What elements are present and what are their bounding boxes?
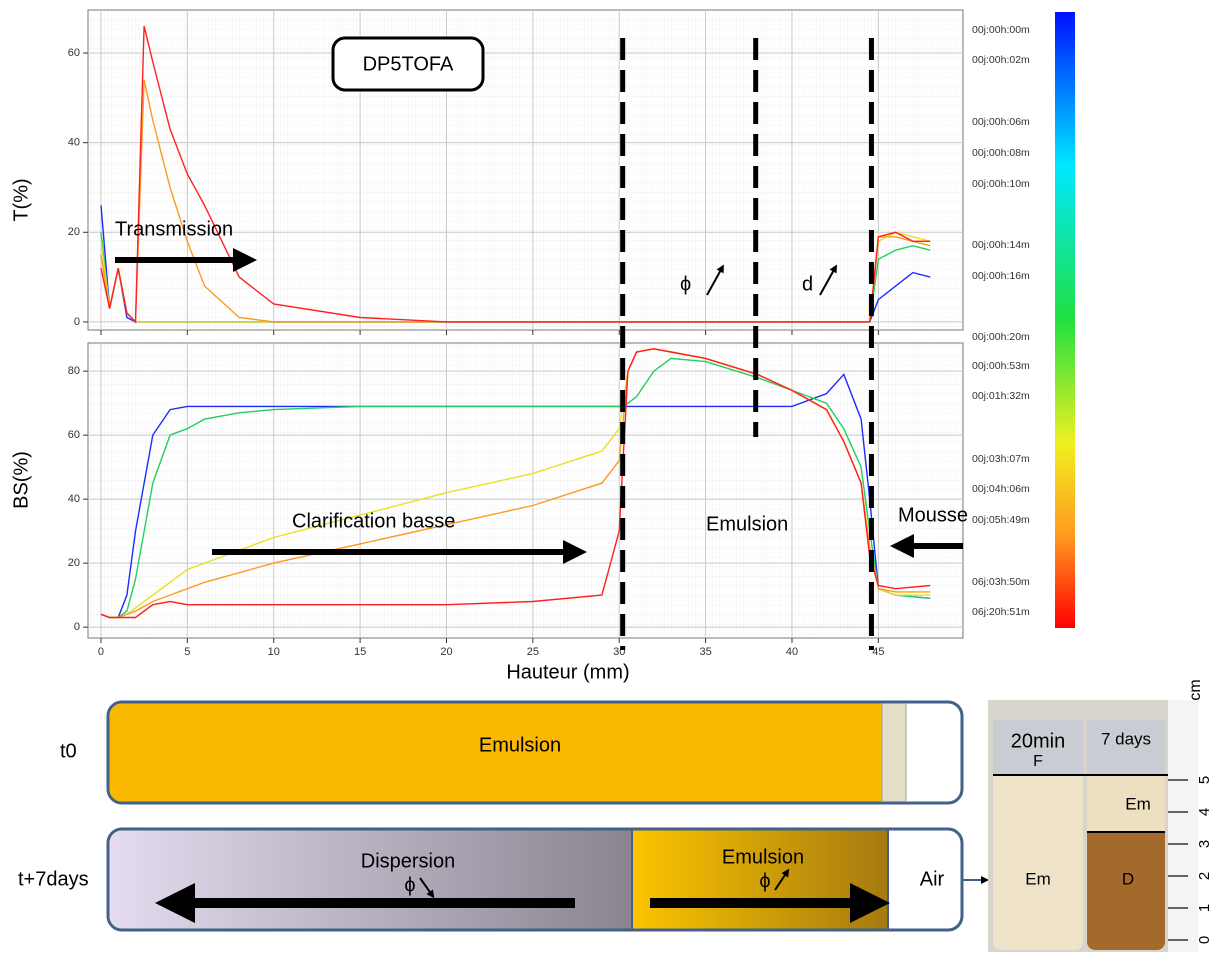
x-tick-label: 40 [786,646,798,658]
y-tick-label: 0 [74,621,80,633]
ruler-label: 0 [1196,936,1213,944]
colorbar-label: 00j:00h:10m [972,178,1030,190]
photo-label: D [1122,869,1134,888]
y-axis-label: BS(%) [10,451,32,509]
y-axis-label: T(%) [10,178,32,221]
photo-label: 7 days [1101,729,1151,748]
x-tick-label: 15 [354,646,366,658]
ruler-label: 1 [1196,904,1213,912]
plot-frame [87,342,964,639]
label-box [331,36,485,92]
sample-label: DP5TOFA [363,53,454,75]
phase-label: Emulsion [722,846,804,868]
colorbar-label: 00j:00h:00m [972,24,1030,36]
colorbar [1055,12,1075,628]
x-tick-label: 10 [268,646,280,658]
colorbar-label: 00j:04h:06m [972,483,1030,495]
colorbar-label: 00j:05h:49m [972,514,1030,526]
row-label: t0 [60,740,77,762]
photo-label: Em [1125,794,1151,813]
annotation: Transmission [115,218,233,240]
y-tick-label: 80 [68,365,80,377]
phi: ϕ [759,870,770,892]
emulsion-layer [1087,775,1165,832]
foam-phase [881,703,907,802]
annotation: ϕ [680,273,691,295]
x-axis-label: Hauteur (mm) [506,661,629,683]
ruler [1168,700,1198,952]
x-tick-label: 0 [98,646,104,658]
colorbar-label: 00j:00h:14m [972,239,1030,251]
annotation: Clarification basse [292,510,455,532]
x-tick-label: 45 [872,646,884,658]
ruler-label: 2 [1196,872,1213,880]
photo-label: Em [1025,869,1051,888]
colorbar-label: 00j:00h:02m [972,54,1030,66]
y-tick-label: 60 [68,429,80,441]
y-tick-label: 40 [68,493,80,505]
vial-top [1087,720,1165,775]
colorbar-label: 00j:00h:06m [972,116,1030,128]
phase-label: Air [920,868,945,890]
vial [993,720,1083,950]
emulsion-phase [109,703,882,802]
arrow [706,264,724,296]
annotation: Mousse [898,504,968,526]
colorbar-label: 00j:03h:07m [972,453,1030,465]
y-tick-label: 60 [68,47,80,59]
ruler-labels: 0 1 2 3 4 5 [1168,776,1213,944]
photo-label: 20min [1011,730,1065,752]
colorbar-labels: 00j:00h:00m 00j:00h:02m 00j:00h:06m 00j:00h… [972,24,1030,618]
x-tick-label: 35 [699,646,711,658]
colorbar-label: 00j:00h:20m [972,331,1030,343]
series-line [100,25,931,324]
arrow [774,868,790,891]
ruler-label: 5 [1196,776,1213,784]
annotation: Emulsion [706,513,788,535]
photo-label: F [1033,753,1043,770]
emulsion-phase [632,830,888,929]
colorbar-label: 06j:03h:50m [972,576,1030,588]
series-line [100,357,931,619]
y-tick-label: 20 [68,226,80,238]
annotation: d [802,273,813,295]
ruler-label: 4 [1196,808,1213,816]
y-tick-label: 40 [68,137,80,149]
series-line [100,348,931,619]
vial-top [993,720,1083,775]
arrow [819,264,837,296]
phase-label: Emulsion [479,734,561,756]
phi: ϕ [404,874,415,896]
colorbar-label: 00j:00h:53m [972,360,1030,372]
y-tick-label: 0 [74,316,80,328]
colorbar-label: 00j:01h:32m [972,390,1030,402]
phase-label: Dispersion [361,850,455,872]
colorbar-label: 00j:00h:08m [972,147,1030,159]
y-tick-label: 20 [68,557,80,569]
row-label: t+7days [18,868,89,890]
colorbar-label: 06j:20h:51m [972,606,1030,618]
dispersion-phase [109,830,632,929]
unit-label: cm [1187,679,1204,700]
colorbar-label: 00j:00h:16m [972,270,1030,282]
ruler-label: 3 [1196,840,1213,848]
x-tick-label: 25 [527,646,539,658]
x-tick-label: 5 [184,646,190,658]
x-tick-label: 20 [440,646,452,658]
photo: 20min F 7 days Em Em D cm 0 1 2 3 4 5 [988,679,1213,952]
arrow [419,877,435,899]
plot-frame [87,9,964,331]
